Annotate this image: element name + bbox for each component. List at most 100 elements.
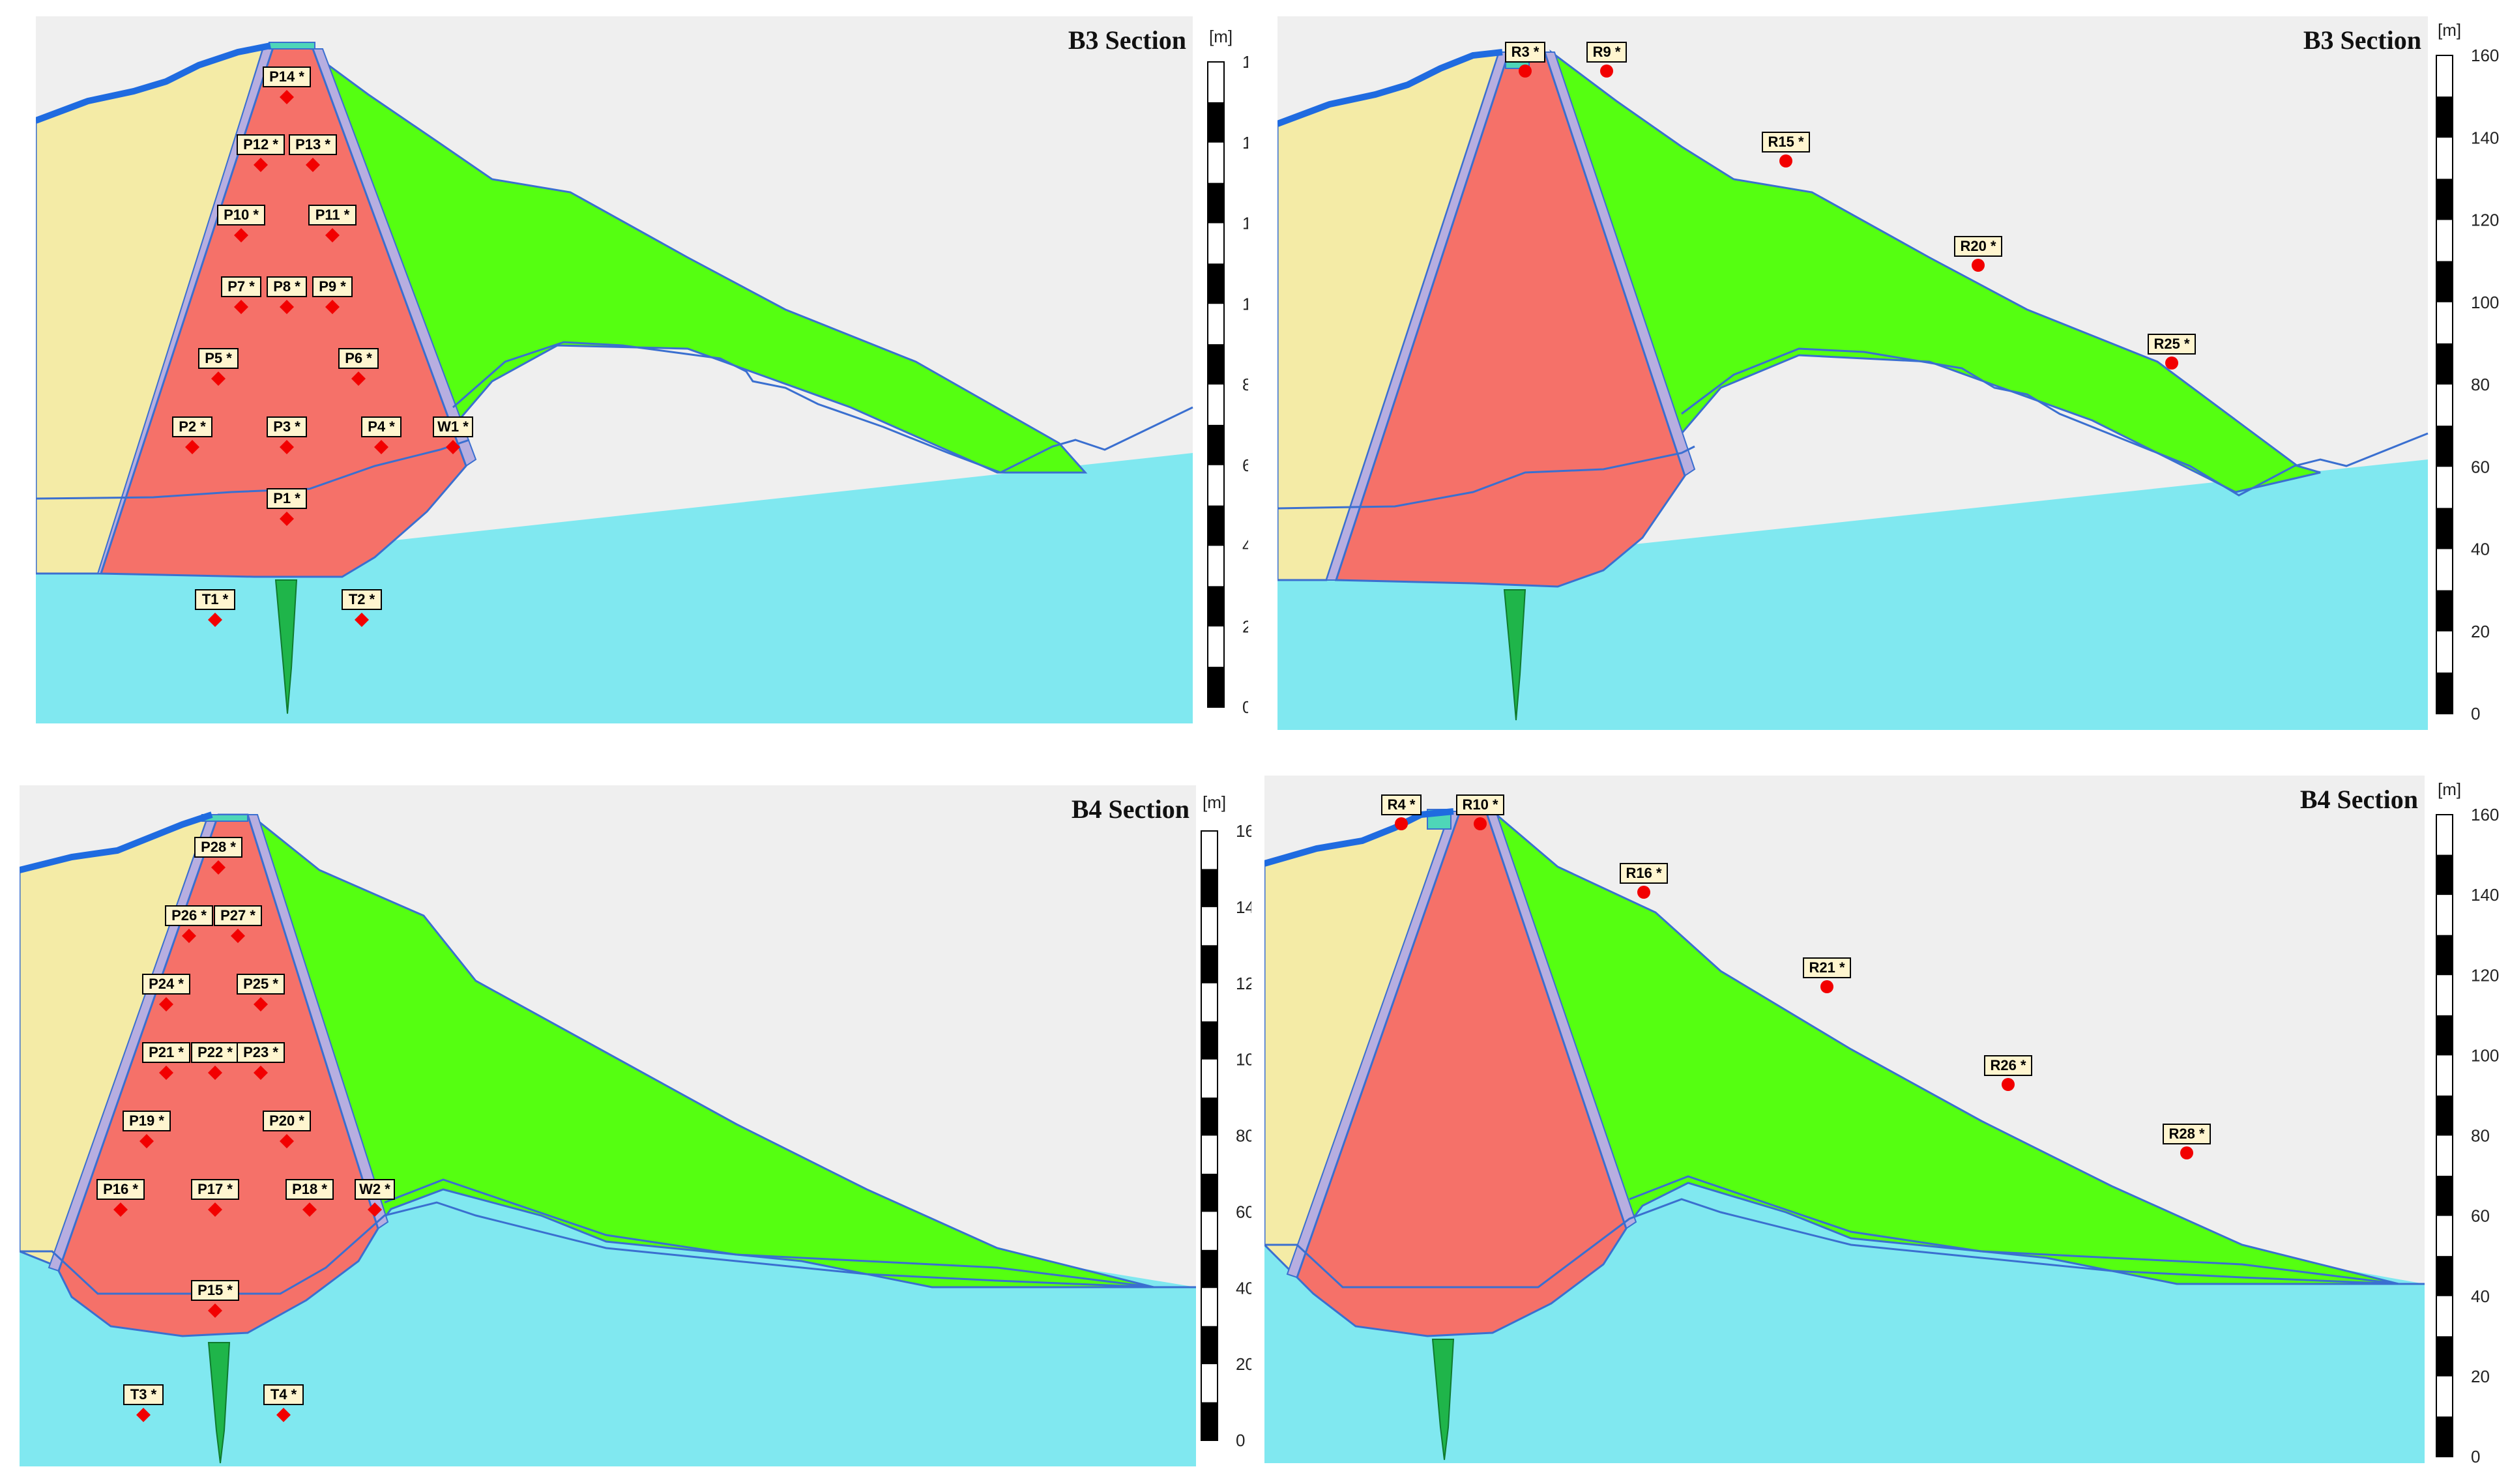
scale-segment — [2436, 672, 2453, 714]
point-w2: W2 * — [355, 1179, 395, 1217]
point-label-box — [195, 589, 235, 610]
point-label: P18 * — [292, 1181, 327, 1197]
point-label-box — [433, 416, 473, 437]
point-marker-diamond — [208, 1202, 222, 1217]
point-p17: P17 * — [191, 1179, 239, 1217]
point-label-box — [289, 134, 337, 155]
b4-settlement-panel: B4 Section R4 * R10 * R16 * R21 * R26 * R28 *… — [1264, 776, 2503, 1473]
point-label-box — [267, 488, 307, 509]
point-p12: P12 * — [237, 134, 285, 172]
scale-segment — [2436, 1416, 2453, 1457]
point-marker-diamond — [306, 158, 320, 172]
point-t1: T1 * — [195, 589, 235, 627]
point-marker-circle — [2165, 356, 2178, 370]
scale-tick-label: 20 — [1236, 1354, 1251, 1374]
scale-segment — [1201, 1249, 1218, 1288]
point-marker-circle — [2180, 1146, 2193, 1159]
point-label: P6 * — [345, 350, 372, 366]
b4-settlement-cross-section: B4 Section R4 * R10 * R16 * R21 * R26 * R28 *… — [1264, 776, 2499, 1466]
point-marker-circle — [2002, 1078, 2015, 1091]
point-p18: P18 * — [285, 1179, 334, 1217]
scale-segment — [2436, 590, 2453, 632]
point-marker-diamond — [374, 440, 388, 454]
scale-segment — [1208, 505, 1224, 546]
scale-tick-label: 60 — [2471, 457, 2490, 476]
point-label: P25 * — [243, 976, 278, 992]
point-p4: P4 * — [361, 416, 401, 454]
scale-segment — [1201, 1173, 1218, 1212]
scale-tick-label: 60 — [1236, 1202, 1251, 1221]
point-marker-diamond — [208, 1066, 222, 1080]
point-label: P10 * — [224, 207, 259, 223]
scale-segment — [2436, 508, 2453, 549]
point-marker-diamond — [231, 929, 245, 943]
scale-segment — [2436, 1176, 2453, 1216]
point-marker-circle — [1600, 65, 1613, 78]
point-p10: P10 * — [217, 205, 265, 242]
point-label: P13 * — [295, 136, 330, 153]
point-label: T4 * — [270, 1386, 297, 1403]
point-label-box — [194, 837, 242, 858]
scale-unit: [m] — [1203, 793, 1226, 812]
scale-segment — [1208, 344, 1224, 385]
scale-tick-label: 120 — [1242, 214, 1248, 233]
point-marker-diamond — [355, 613, 369, 627]
b3-settlement-cross-section: B3 Section R3 * R9 * R15 * R20 * R25 * [m] 1… — [1277, 16, 2499, 730]
point-label-box — [285, 1179, 334, 1200]
point-label-box — [191, 1179, 239, 1200]
point-label: P16 * — [103, 1181, 138, 1197]
point-marker-diamond — [276, 1408, 291, 1422]
point-label-box — [361, 416, 401, 437]
point-label-box — [308, 205, 357, 226]
point-label-box — [1762, 132, 1810, 153]
point-label: P4 * — [368, 418, 395, 435]
scale-tick-label: 100 — [2471, 293, 2499, 312]
scale-tick-label: 60 — [2471, 1206, 2490, 1226]
monitoring-points: P14 * P12 * P13 * P10 * P11 * P7 * P8 * P9 * P5 … — [172, 66, 473, 627]
point-t2: T2 * — [342, 589, 382, 627]
scale-tick-label: 0 — [2471, 704, 2480, 723]
point-label: P26 * — [171, 907, 207, 924]
point-marker-diamond — [113, 1202, 128, 1217]
point-label-box — [237, 1042, 285, 1063]
point-p13: P13 * — [289, 134, 337, 172]
point-label-box — [1954, 236, 2002, 257]
scale-segment — [2436, 1336, 2453, 1376]
point-marker-diamond — [325, 228, 340, 242]
scale-tick-label: 60 — [1242, 456, 1248, 475]
point-marker-diamond — [280, 300, 294, 314]
point-p3: P3 * — [267, 416, 307, 454]
scale-tick-label: 80 — [1236, 1126, 1251, 1146]
point-label: P9 * — [319, 278, 346, 295]
point-marker-diamond — [302, 1202, 317, 1217]
point-label: P11 * — [315, 207, 350, 223]
scale-segment — [1208, 263, 1224, 304]
scale-tick-label: 40 — [1236, 1278, 1251, 1298]
point-label: P15 * — [197, 1282, 233, 1298]
point-p25: P25 * — [237, 974, 285, 1011]
point-r4: R4 * — [1381, 794, 1422, 830]
point-p6: P6 * — [338, 348, 379, 386]
point-label: R4 * — [1388, 796, 1416, 813]
point-p20: P20 * — [263, 1111, 311, 1148]
point-label-box — [1803, 957, 1851, 978]
point-marker-diamond — [254, 158, 268, 172]
point-marker-diamond — [159, 1066, 173, 1080]
scale-segment — [2436, 854, 2453, 895]
point-label-box — [198, 348, 239, 369]
point-label-box — [263, 1111, 311, 1131]
point-r16: R16 * — [1620, 863, 1668, 899]
point-t3: T3 * — [123, 1384, 164, 1422]
scale-segment — [2436, 1015, 2453, 1056]
scale-tick-label: 100 — [2471, 1045, 2499, 1065]
point-r3: R3 * — [1505, 42, 1545, 78]
point-marker-circle — [1972, 259, 1985, 272]
scale-tick-label: 160 — [1242, 52, 1248, 72]
point-label-box — [165, 905, 213, 926]
point-p28: P28 * — [194, 837, 242, 875]
point-label-box — [142, 974, 190, 995]
point-r10: R10 * — [1456, 794, 1504, 830]
point-label: T3 * — [130, 1386, 157, 1403]
point-label-box — [2163, 1124, 2211, 1144]
point-label: R16 * — [1626, 865, 1661, 881]
